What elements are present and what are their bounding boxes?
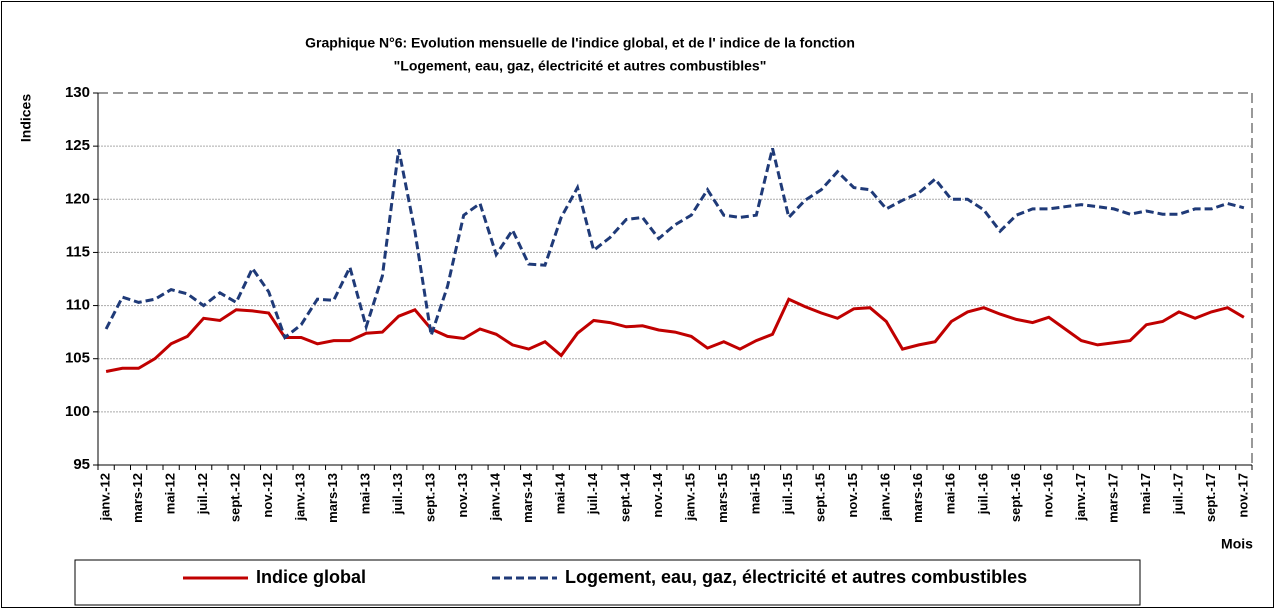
x-tick-label: mars-12 [130, 473, 145, 523]
y-tick-label: 105 [65, 350, 90, 367]
x-tick-label: juil.-13 [390, 473, 405, 515]
x-tick-label: nov.-16 [1040, 473, 1055, 518]
chart-title: Graphique N°6: Evolution mensuelle de l'… [305, 35, 855, 51]
chart-title: "Logement, eau, gaz, électricité et autr… [394, 58, 767, 74]
x-tick-label: janv.-12 [98, 473, 113, 521]
x-axis-label: Mois [1221, 536, 1253, 552]
x-tick-label: nov.-15 [845, 473, 860, 518]
x-tick-label: nov.-12 [260, 473, 275, 518]
x-tick-label: mars-15 [715, 473, 730, 523]
x-tick-label: sept.-14 [618, 472, 633, 522]
legend-label: Logement, eau, gaz, électricité et autre… [565, 567, 1027, 587]
y-tick-label: 95 [73, 456, 90, 473]
x-tick-label: mai-14 [553, 472, 568, 514]
x-tick-label: nov.-17 [1235, 473, 1250, 518]
x-tick-label: janv.-14 [488, 472, 503, 521]
x-tick-label: mars-14 [520, 472, 535, 523]
x-tick-label: mars-17 [1105, 473, 1120, 523]
x-tick-label: mars-16 [910, 473, 925, 523]
y-tick-label: 100 [65, 403, 90, 420]
y-tick-label: 120 [65, 190, 90, 207]
x-tick-label: janv.-15 [683, 473, 698, 521]
x-tick-label: juil.-17 [1170, 473, 1185, 515]
x-tick-label: juil.-12 [195, 473, 210, 515]
x-tick-label: nov.-13 [455, 473, 470, 518]
x-tick-label: sept.-15 [813, 473, 828, 522]
legend [74, 559, 1141, 606]
y-tick-label: 125 [65, 137, 90, 154]
x-tick-label: janv.-16 [878, 473, 893, 521]
legend-label: Indice global [256, 567, 366, 587]
x-tick-label: mai-15 [748, 473, 763, 514]
x-tick-label: sept.-12 [228, 473, 243, 522]
y-tick-label: 130 [65, 84, 90, 101]
x-tick-label: sept.-13 [423, 473, 438, 522]
x-tick-label: mai-17 [1138, 473, 1153, 514]
y-axis-label: Indices [18, 94, 34, 142]
x-tick-label: mai-13 [358, 473, 373, 514]
x-tick-label: juil.-15 [780, 473, 795, 515]
x-tick-label: nov.-14 [650, 472, 665, 517]
x-tick-label: sept.-17 [1203, 473, 1218, 522]
x-tick-label: juil.-16 [975, 473, 990, 515]
x-tick-label: mai-12 [163, 473, 178, 514]
data-line [105, 297, 1245, 373]
x-tick-label: juil.-14 [585, 472, 600, 515]
y-tick-label: 115 [66, 243, 90, 260]
data-line [104, 147, 1245, 340]
y-tick-label: 110 [66, 297, 90, 314]
x-tick-label: janv.-17 [1073, 473, 1088, 521]
x-tick-label: mars-13 [325, 473, 340, 523]
x-tick-label: janv.-13 [293, 473, 308, 521]
x-tick-label: sept.-16 [1008, 473, 1023, 522]
x-tick-label: mai-16 [943, 473, 958, 514]
